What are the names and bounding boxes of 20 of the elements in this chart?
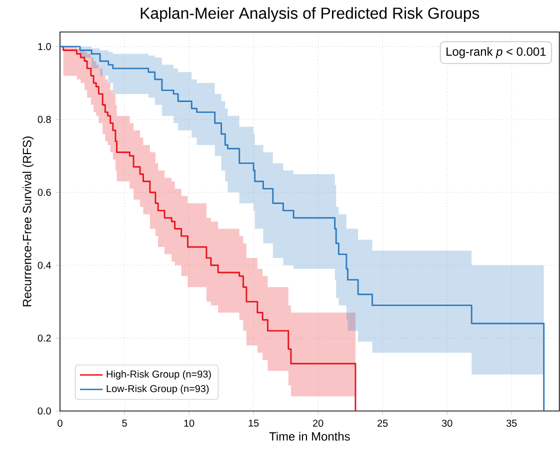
x-tick-label: 25	[378, 420, 388, 427]
legend-label: High-Risk Group (n=93)	[106, 370, 211, 380]
y-tick-label: 0.0	[38, 407, 51, 415]
x-tick-label: 0	[58, 420, 62, 427]
chart-title: Kaplan-Meier Analysis of Predicted Risk Groups	[140, 7, 480, 22]
annotation: Log-rank p < 0.001	[446, 47, 546, 58]
y-tick-label: 1.0	[38, 43, 51, 50]
y-tick-label: 0.6	[38, 188, 51, 196]
y-axis-title: Recurrence-Free Survival (RFS)	[22, 136, 34, 306]
legend-label: Low-Risk Group (n=93)	[106, 384, 209, 394]
x-tick-label: 30	[442, 420, 452, 427]
x-tick-label: 20	[313, 420, 324, 427]
y-tick-label: 0.4	[38, 262, 52, 269]
x-tick-label: 10	[184, 420, 194, 427]
x-tick-label: 15	[248, 420, 259, 427]
y-tick-label: 0.8	[38, 116, 51, 123]
x-axis-title: Time in Months	[269, 432, 350, 441]
x-tick-label: 35	[506, 420, 517, 427]
y-tick-label: 0.2	[38, 334, 51, 342]
x-tick-label: 5	[122, 420, 127, 427]
